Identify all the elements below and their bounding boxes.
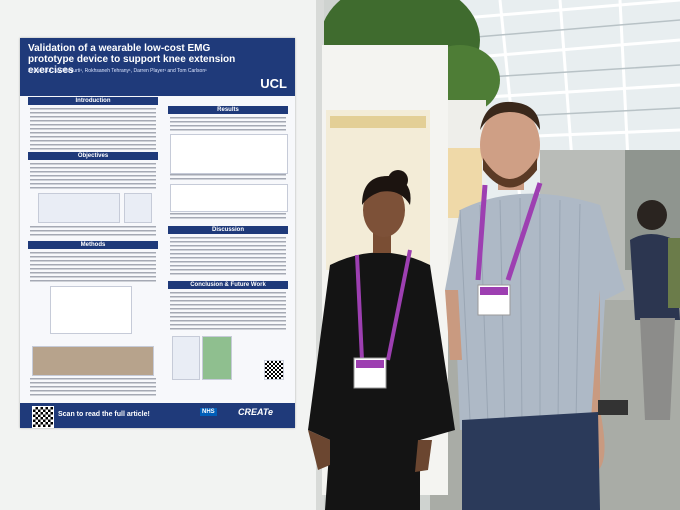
figure [50, 286, 132, 334]
figure [38, 193, 120, 223]
man-part [480, 101, 540, 130]
second-poster-board-part [330, 116, 426, 128]
man-part [475, 182, 543, 281]
partner-logo: NHS [200, 408, 217, 416]
man-part [462, 412, 600, 510]
logo: UCL [260, 76, 287, 91]
woman-part [355, 249, 412, 361]
caption [30, 378, 156, 398]
caption [170, 213, 286, 221]
figure [172, 336, 200, 380]
man-part [480, 287, 508, 295]
chart-figure [170, 134, 288, 174]
section-heading: Discussion [168, 226, 288, 234]
partner-logo: CREATe [238, 407, 274, 417]
poster: Validation of a wearable low-cost EMG pr… [20, 38, 295, 428]
woman [308, 170, 455, 510]
woman-part [363, 183, 405, 237]
bystander-part [640, 318, 675, 420]
caption [170, 174, 286, 182]
section-heading: Introduction [28, 97, 158, 105]
poster-title: Validation of a wearable low-cost EMG pr… [28, 43, 236, 76]
section-heading: Results [168, 106, 288, 114]
figure [124, 193, 152, 223]
bystander-part [668, 238, 680, 308]
footer-text: Scan to read the full article! [58, 411, 150, 418]
man-part [480, 107, 540, 183]
caption [30, 226, 156, 236]
text-block [30, 252, 156, 282]
poster-authors: Zekun Liu¹, Ivy Mumurti¹, Rokhsaneh Tehr… [28, 68, 207, 74]
qr-code [32, 406, 54, 428]
text-block [30, 163, 156, 189]
figure [202, 336, 232, 380]
woman-part [388, 170, 408, 190]
bystander-part [637, 200, 667, 230]
woman-part [308, 430, 330, 470]
poster-footer: Scan to read the full article! NHS CREAT… [20, 403, 295, 428]
woman-part [415, 440, 432, 472]
section-heading: Methods [28, 241, 158, 249]
qr-code [264, 360, 284, 380]
text-block [170, 292, 286, 332]
man-part [483, 158, 537, 188]
woman-part [356, 360, 384, 368]
bystander-part [630, 234, 680, 320]
poster-board-part [316, 0, 324, 510]
bystander [630, 200, 680, 420]
photo-figure [32, 346, 154, 376]
text-block [170, 237, 286, 277]
background-part [439, 0, 680, 201]
text-block [30, 108, 156, 150]
chart-figure [170, 184, 288, 212]
man [445, 101, 628, 510]
man-part [445, 193, 625, 430]
section-heading: Conclusion & Future Work [168, 281, 288, 289]
section-heading: Objectives [28, 152, 158, 160]
poster-header: Validation of a wearable low-cost EMG pr… [20, 38, 295, 96]
man-part [598, 400, 628, 415]
text-block [170, 117, 286, 131]
man-part [445, 290, 462, 360]
